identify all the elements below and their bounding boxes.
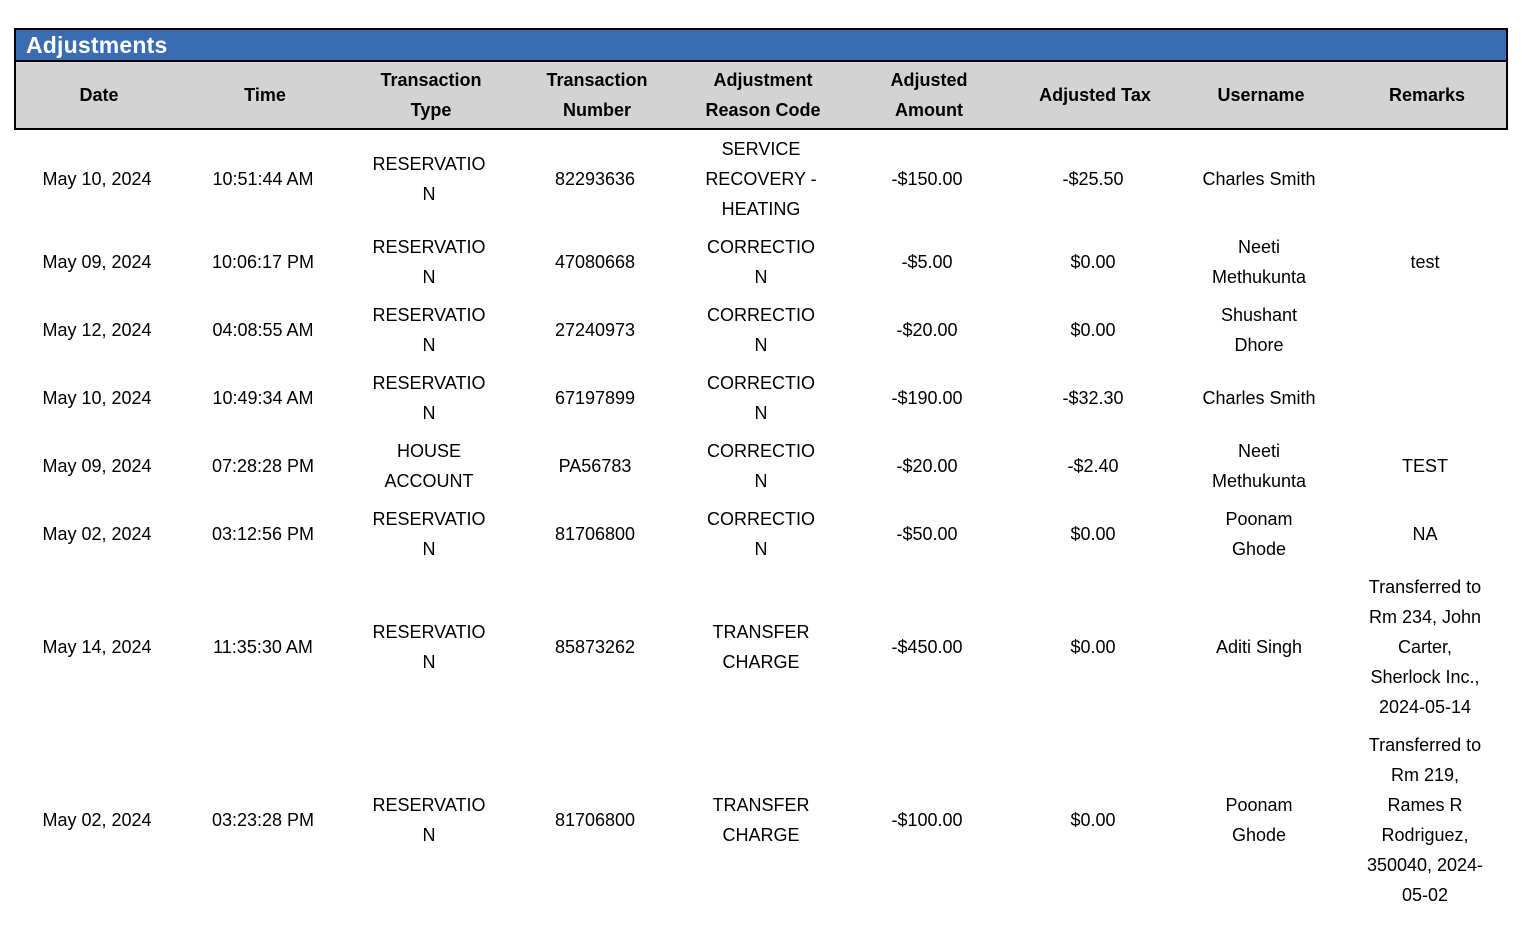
cell-adjusted-tax: -$2.40 bbox=[1067, 456, 1119, 476]
cell-adjusted-tax: $0.00 bbox=[1070, 637, 1116, 657]
cell-adjustment-reason-code: CORRECTION bbox=[707, 237, 815, 287]
cell-transaction-type: RESERVATION bbox=[372, 154, 486, 204]
table-row: May 10, 2024 10:51:44 AM RESERVATION 822… bbox=[14, 130, 1508, 228]
cell-transaction-type: RESERVATION bbox=[372, 237, 486, 287]
table-body: May 10, 2024 10:51:44 AM RESERVATION 822… bbox=[14, 130, 1508, 914]
cell-transaction-number: 47080668 bbox=[554, 252, 636, 272]
report-title-bar: Adjustments bbox=[14, 28, 1508, 62]
cell-adjusted-amount: -$20.00 bbox=[896, 320, 958, 340]
cell-adjusted-tax: $0.00 bbox=[1070, 320, 1116, 340]
cell-remarks: test bbox=[1410, 252, 1440, 272]
cell-transaction-type: RESERVATION bbox=[372, 795, 486, 845]
table-row: May 14, 2024 11:35:30 AM RESERVATION 858… bbox=[14, 568, 1508, 726]
adjustments-report: Adjustments Date Time Transaction Type T… bbox=[14, 28, 1508, 914]
cell-username: Poonam Ghode bbox=[1225, 795, 1293, 845]
table-row: May 10, 2024 10:49:34 AM RESERVATION 671… bbox=[14, 364, 1508, 432]
cell-remarks: Transferred to Rm 219, Rames R Rodriguez… bbox=[1366, 735, 1484, 905]
cell-transaction-number: 82293636 bbox=[554, 169, 636, 189]
cell-transaction-type: RESERVATION bbox=[372, 509, 486, 559]
report-title: Adjustments bbox=[26, 31, 168, 58]
cell-date: May 10, 2024 bbox=[42, 388, 152, 408]
cell-time: 04:08:55 AM bbox=[212, 320, 314, 340]
cell-remarks bbox=[1342, 130, 1508, 228]
cell-remarks: Transferred to Rm 234, John Carter, Sher… bbox=[1368, 577, 1482, 717]
cell-remarks: TEST bbox=[1401, 456, 1448, 476]
cell-time: 07:28:28 PM bbox=[211, 456, 315, 476]
column-header-date: Date bbox=[79, 85, 119, 105]
column-header-transaction-number: Transaction Number bbox=[546, 70, 648, 120]
cell-username: Shushant Dhore bbox=[1220, 305, 1298, 355]
cell-adjusted-amount: -$50.00 bbox=[896, 524, 958, 544]
cell-transaction-number: 27240973 bbox=[554, 320, 636, 340]
column-header-adjusted-amount: Adjusted Amount bbox=[890, 70, 968, 120]
cell-adjusted-amount: -$100.00 bbox=[891, 810, 963, 830]
column-header-adjusted-tax: Adjusted Tax bbox=[1039, 85, 1151, 105]
cell-username: Aditi Singh bbox=[1215, 637, 1303, 657]
cell-date: May 12, 2024 bbox=[42, 320, 152, 340]
table-row: May 09, 2024 07:28:28 PM HOUSE ACCOUNT P… bbox=[14, 432, 1508, 500]
cell-transaction-type: RESERVATION bbox=[372, 305, 486, 355]
cell-adjusted-amount: -$190.00 bbox=[891, 388, 963, 408]
column-header-transaction-type: Transaction Type bbox=[380, 70, 482, 120]
table-header-row: Date Time Transaction Type Transaction N… bbox=[14, 62, 1508, 130]
cell-transaction-type: RESERVATION bbox=[372, 373, 486, 423]
cell-transaction-type: RESERVATION bbox=[372, 622, 486, 672]
cell-username: Neeti Methukunta bbox=[1211, 441, 1307, 491]
cell-adjusted-amount: -$150.00 bbox=[891, 169, 963, 189]
cell-username: Charles Smith bbox=[1202, 388, 1316, 408]
cell-adjustment-reason-code: CORRECTION bbox=[707, 509, 815, 559]
column-header-remarks: Remarks bbox=[1388, 85, 1466, 105]
cell-adjusted-amount: -$450.00 bbox=[891, 637, 963, 657]
cell-transaction-number: PA56783 bbox=[558, 456, 632, 476]
cell-adjusted-tax: -$32.30 bbox=[1062, 388, 1124, 408]
cell-transaction-type: HOUSE ACCOUNT bbox=[384, 441, 474, 491]
cell-date: May 10, 2024 bbox=[42, 169, 152, 189]
cell-adjusted-tax: $0.00 bbox=[1070, 252, 1116, 272]
column-header-time: Time bbox=[244, 85, 286, 105]
cell-adjusted-tax: -$25.50 bbox=[1062, 169, 1124, 189]
cell-transaction-number: 81706800 bbox=[554, 524, 636, 544]
cell-date: May 14, 2024 bbox=[42, 637, 152, 657]
cell-transaction-number: 85873262 bbox=[554, 637, 636, 657]
cell-adjustment-reason-code: CORRECTION bbox=[707, 305, 815, 355]
cell-transaction-number: 81706800 bbox=[554, 810, 636, 830]
column-header-username: Username bbox=[1217, 85, 1305, 105]
cell-adjusted-tax: $0.00 bbox=[1070, 524, 1116, 544]
column-header-adjustment-reason-code: Adjustment Reason Code bbox=[705, 70, 821, 120]
cell-adjusted-amount: -$20.00 bbox=[896, 456, 958, 476]
cell-adjustment-reason-code: CORRECTION bbox=[707, 373, 815, 423]
cell-username: Neeti Methukunta bbox=[1211, 237, 1307, 287]
table-row: May 02, 2024 03:12:56 PM RESERVATION 817… bbox=[14, 500, 1508, 568]
cell-date: May 02, 2024 bbox=[42, 810, 152, 830]
cell-adjusted-tax: $0.00 bbox=[1070, 810, 1116, 830]
cell-transaction-number: 67197899 bbox=[554, 388, 636, 408]
table-row: May 09, 2024 10:06:17 PM RESERVATION 470… bbox=[14, 228, 1508, 296]
table-row: May 12, 2024 04:08:55 AM RESERVATION 272… bbox=[14, 296, 1508, 364]
cell-time: 03:12:56 PM bbox=[211, 524, 315, 544]
cell-adjustment-reason-code: TRANSFER CHARGE bbox=[712, 795, 810, 845]
cell-time: 10:51:44 AM bbox=[212, 169, 314, 189]
cell-time: 10:06:17 PM bbox=[211, 252, 315, 272]
cell-time: 11:35:30 AM bbox=[213, 637, 313, 657]
cell-adjustment-reason-code: SERVICE RECOVERY - HEATING bbox=[705, 139, 817, 219]
cell-username: Poonam Ghode bbox=[1225, 509, 1293, 559]
cell-date: May 02, 2024 bbox=[42, 524, 152, 544]
cell-time: 03:23:28 PM bbox=[211, 810, 315, 830]
cell-adjusted-amount: -$5.00 bbox=[901, 252, 953, 272]
cell-date: May 09, 2024 bbox=[42, 456, 152, 476]
cell-remarks: NA bbox=[1412, 524, 1438, 544]
cell-time: 10:49:34 AM bbox=[212, 388, 314, 408]
cell-date: May 09, 2024 bbox=[42, 252, 152, 272]
table-row: May 02, 2024 03:23:28 PM RESERVATION 817… bbox=[14, 726, 1508, 914]
cell-username: Charles Smith bbox=[1202, 169, 1316, 189]
cell-adjustment-reason-code: CORRECTION bbox=[707, 441, 815, 491]
cell-remarks bbox=[1342, 296, 1508, 364]
cell-adjustment-reason-code: TRANSFER CHARGE bbox=[712, 622, 810, 672]
cell-remarks bbox=[1342, 364, 1508, 432]
